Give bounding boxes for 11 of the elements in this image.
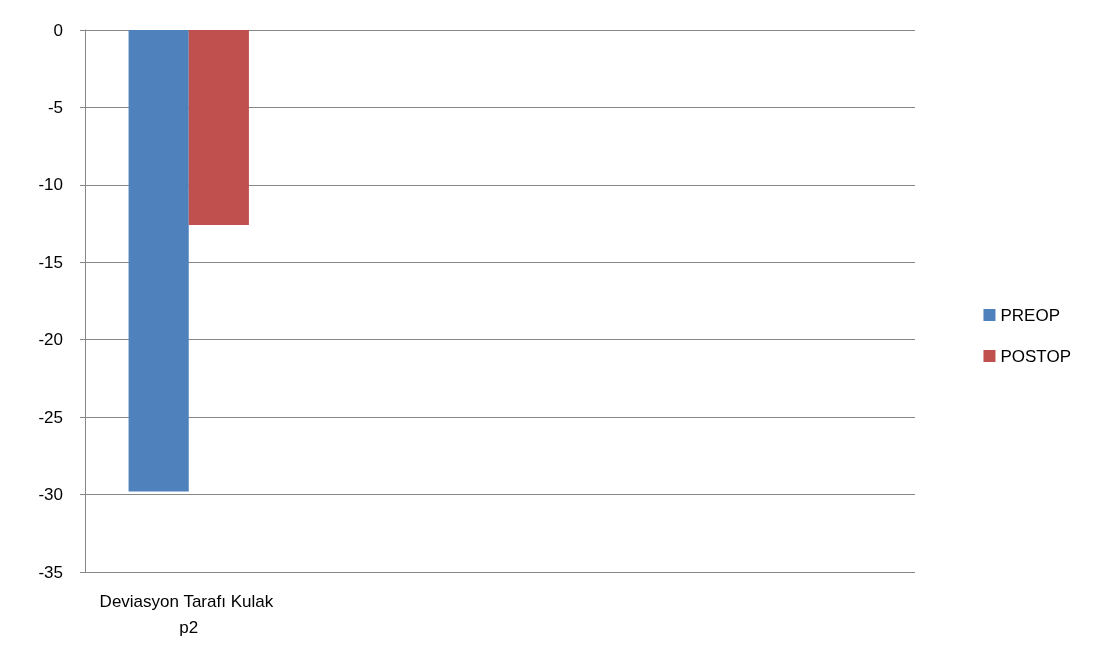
legend-label: PREOP: [1000, 305, 1060, 325]
y-tick-label: -35: [38, 562, 63, 582]
y-tick-label: -5: [47, 97, 63, 117]
y-tick-label: -20: [38, 330, 63, 350]
legend-label: POSTOP: [1000, 346, 1072, 366]
y-tick-label: -15: [38, 252, 63, 272]
y-tick-label: -25: [38, 407, 63, 427]
y-tick-label: -10: [38, 175, 63, 195]
x-tick-label: Deviasyon Tarafı Kulak p2: [99, 591, 278, 637]
y-tick-label: 0: [53, 20, 63, 40]
y-tick-label: -30: [38, 485, 63, 505]
